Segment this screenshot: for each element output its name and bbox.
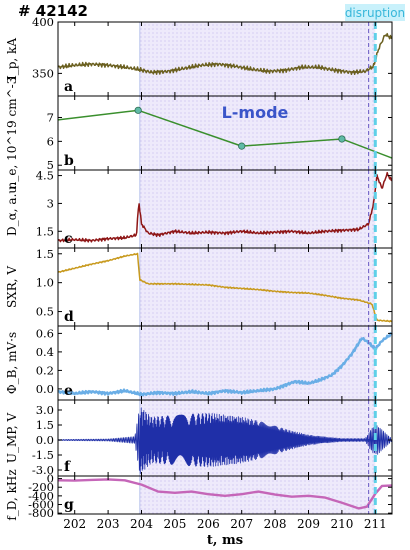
series-line-d <box>57 252 393 323</box>
y-tick-label: 1.5 <box>36 224 54 238</box>
panel-letter: d <box>64 309 74 325</box>
x-tick-label: 203 <box>97 517 120 531</box>
panel-letter: c <box>64 231 73 247</box>
panel-c: 1.5 3 4.5 c D_α, a.u. <box>5 169 393 249</box>
shaded-interval <box>139 248 376 326</box>
shaded-interval <box>139 22 376 96</box>
x-tick-label: 205 <box>163 517 186 531</box>
shot-number: # 42142 <box>18 2 88 20</box>
x-tick-label: 211 <box>364 517 387 531</box>
y-tick-label: -1.5 <box>32 448 54 462</box>
y-tick-label: -3.0 <box>32 463 54 477</box>
y-tick-label: 400 <box>32 15 54 29</box>
y-tick-label: 1.0 <box>36 276 54 290</box>
y-axis-label: Φ_B, mV·s <box>5 332 19 394</box>
y-tick-label: -600 <box>28 498 54 512</box>
y-tick-label: 0.5 <box>36 305 54 319</box>
disruption-banner <box>345 4 405 21</box>
x-tick-label: 207 <box>230 517 253 531</box>
x-tick-label: 210 <box>330 517 353 531</box>
panel-f: -3.0-1.50.01.53.0 f U_MP, V <box>5 399 393 477</box>
y-tick-label: 4.5 <box>36 169 54 183</box>
shaded-interval <box>139 476 376 514</box>
y-tick-label: 0.0 <box>36 433 54 447</box>
series-line-a <box>57 32 393 76</box>
y-tick-label: -800 <box>28 506 54 520</box>
panel-letter: g <box>64 497 74 513</box>
x-axis-label: t, ms <box>207 533 243 548</box>
shaded-interval <box>139 326 376 400</box>
y-tick-label: 0 <box>47 472 54 486</box>
panel-letter: a <box>64 79 73 95</box>
y-axis-label: n_e, 10^19 cm^-3 <box>5 77 19 190</box>
mode-label: L-mode <box>222 103 289 122</box>
y-tick-label: 5 <box>47 158 54 172</box>
shaded-interval <box>139 96 376 170</box>
data-marker <box>134 106 142 114</box>
panel-frame <box>57 475 393 515</box>
series-line-c <box>57 171 393 243</box>
x-tick-label: 208 <box>264 517 287 531</box>
y-tick-label: 3.0 <box>36 403 54 417</box>
panel-letter: b <box>64 153 74 169</box>
panel-letter: e <box>64 383 73 399</box>
panel-d: 0.5 1.0 1.5 d SXR, V <box>5 247 393 327</box>
x-tick-label: 209 <box>297 517 320 531</box>
y-axis-label: D_α, a.u. <box>5 182 19 236</box>
x-tick-label: 202 <box>63 517 86 531</box>
panel-a: 350 400 a I_p, kA <box>5 15 393 97</box>
y-axis-label: f_D, kHz <box>5 469 19 520</box>
y-tick-label: 0.4 <box>36 345 54 359</box>
y-tick-label: -200 <box>28 480 54 494</box>
data-marker <box>338 135 346 143</box>
x-tick-label: 206 <box>197 517 220 531</box>
series-line-g <box>57 478 393 510</box>
disruption-label: disruption <box>345 6 405 20</box>
y-axis-label: U_MP, V <box>5 413 19 464</box>
x-tick-label: 204 <box>130 517 153 531</box>
data-marker <box>238 142 246 150</box>
series-line-e <box>57 332 393 397</box>
y-tick-label: 350 <box>32 66 54 80</box>
panel-letter: f <box>64 459 71 475</box>
y-tick-label: 0.2 <box>36 363 54 377</box>
y-tick-label: 0.0 <box>36 382 54 396</box>
y-tick-label: 6 <box>47 134 54 148</box>
series-line-f <box>57 407 393 474</box>
shaded-interval <box>139 170 376 248</box>
panel-e: 0.0 0.2 0.4 0.6 e Φ_B, mV·s <box>5 325 393 401</box>
y-tick-label: 1.5 <box>36 247 54 261</box>
y-tick-label: -400 <box>28 489 54 503</box>
y-tick-label: 3 <box>47 196 54 210</box>
y-tick-label: 0.6 <box>36 326 54 340</box>
y-tick-label: 7 <box>47 110 54 124</box>
y-axis-label: SXR, V <box>5 266 19 308</box>
y-axis-label: I_p, kA <box>5 38 19 80</box>
y-tick-label: 1.5 <box>36 418 54 432</box>
panel-b: 5 6 7 b n_e, 10^19 cm^-3 <box>5 77 393 190</box>
